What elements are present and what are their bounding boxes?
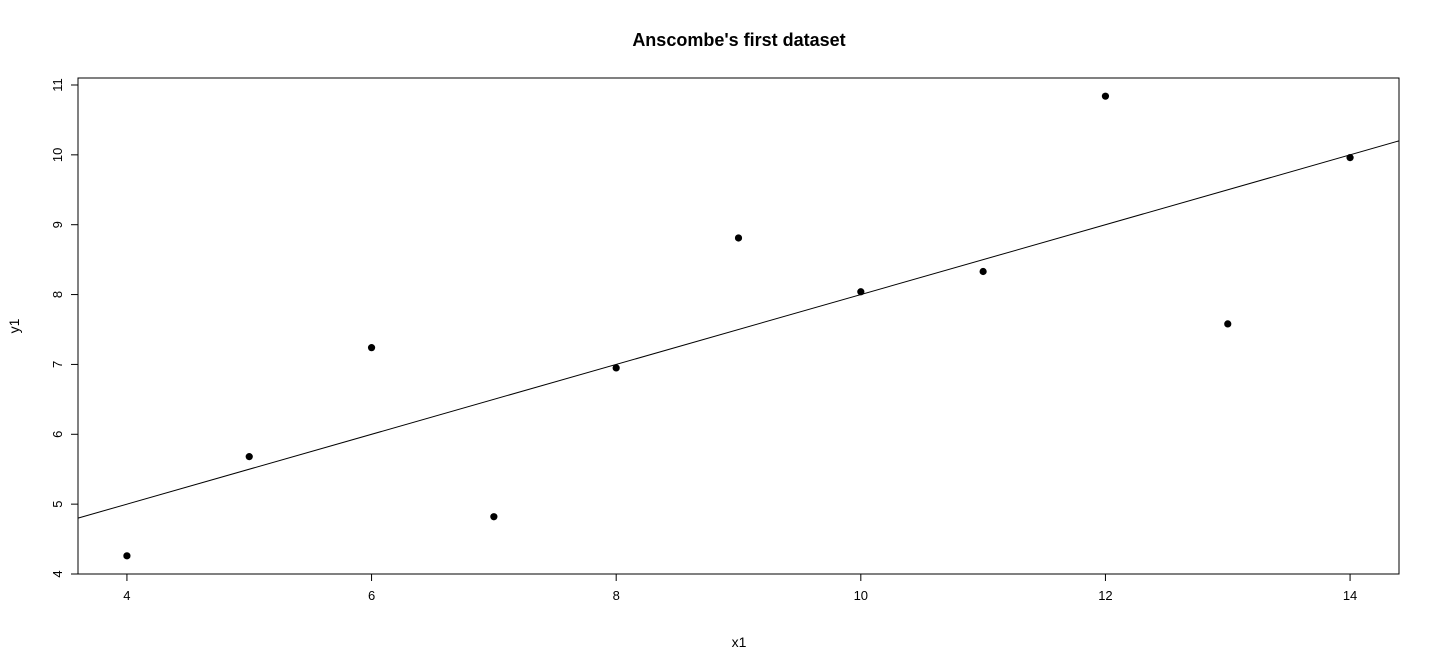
data-point: [1101, 92, 1110, 100]
x-tick-label: 10: [854, 588, 868, 603]
data-point: [123, 552, 131, 560]
data-point: [734, 234, 743, 242]
y-tick-label: 7: [50, 361, 65, 368]
data-point: [1346, 154, 1354, 162]
x-tick-label: 14: [1343, 588, 1357, 603]
x-tick-label: 12: [1098, 588, 1112, 603]
y-axis-label: y1: [6, 318, 22, 333]
regression-line: [77, 140, 1400, 519]
data-point: [367, 344, 376, 352]
y-tick-label: 5: [50, 501, 65, 508]
x-axis-label: x1: [732, 634, 747, 650]
x-tick-label: 8: [613, 588, 620, 603]
y-axis: 4 5 6 7 8 9 10 11: [50, 78, 78, 578]
y-tick-label: 9: [50, 221, 65, 228]
y-tick-label: 4: [50, 570, 65, 577]
data-point: [1224, 320, 1232, 328]
data-point: [245, 453, 253, 461]
data-point: [857, 288, 865, 296]
x-tick-label: 6: [368, 588, 375, 603]
data-point: [490, 513, 498, 521]
chart-title: Anscombe's first dataset: [632, 30, 845, 50]
data-point: [979, 267, 987, 276]
y-tick-label: 6: [50, 431, 65, 438]
plot-frame: [77, 77, 1400, 575]
y-tick-label: 11: [50, 78, 65, 92]
y-tick-label: 10: [50, 148, 65, 162]
data-points: [123, 92, 1354, 560]
x-axis: 4 6 8 10 12 14: [123, 574, 1357, 603]
y-tick-label: 8: [50, 291, 65, 298]
data-point: [612, 364, 620, 372]
x-tick-label: 4: [123, 588, 130, 603]
